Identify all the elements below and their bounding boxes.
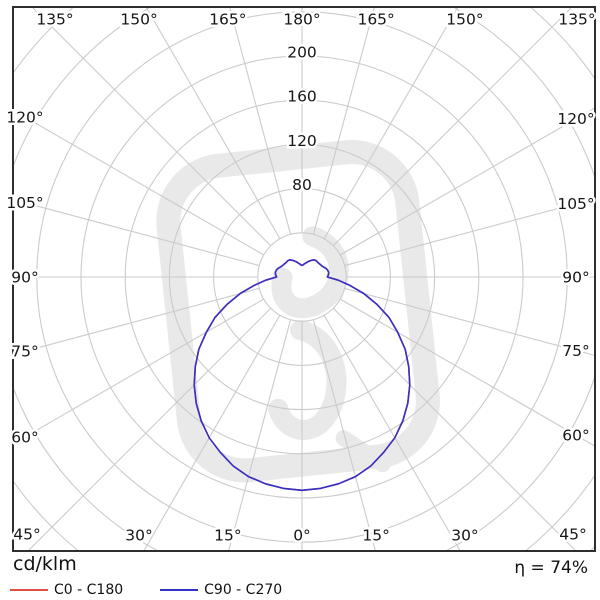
efficiency-label: η = 74% (514, 558, 588, 578)
legend: C0 - C180 C90 - C270 (10, 581, 282, 599)
angle-label: 30° (125, 526, 152, 544)
angle-label: 120° (6, 108, 43, 126)
angle-label: 75° (562, 342, 589, 360)
angle-label: 105° (557, 195, 594, 213)
angle-label: 60° (11, 428, 38, 446)
angle-label: 150° (446, 10, 483, 28)
polar-grid-spoke (340, 107, 594, 256)
units-label: cd/klm (13, 553, 77, 575)
angle-label: 0° (293, 526, 311, 544)
angle-label: 90° (562, 268, 589, 286)
polar-grid-spoke (312, 319, 376, 550)
polar-grid-spoke (14, 110, 264, 256)
angle-label: 165° (357, 10, 394, 28)
angle-label: 180° (283, 10, 320, 28)
angle-label: 120° (557, 110, 594, 128)
polar-grid-spoke (332, 307, 576, 550)
angle-label: 30° (451, 526, 478, 544)
legend-line-c90-c270-swatch (160, 589, 199, 591)
angle-label: 90° (11, 268, 38, 286)
polar-grid-spoke (312, 8, 375, 235)
angle-label: 45° (559, 525, 586, 543)
watermark-glyph-body (268, 320, 347, 440)
watermark-glyph-top (271, 226, 349, 319)
polar-grid-spoke (228, 319, 292, 550)
angle-label: 165° (209, 10, 246, 28)
polar-grid-spoke (14, 199, 260, 267)
polar-grid-spoke (14, 298, 264, 444)
polar-grid-spoke (344, 287, 594, 356)
polar-grid-spoke (323, 315, 461, 550)
legend-label-c90-c270: C90 - C270 (204, 582, 283, 598)
watermark-rounded-square (156, 140, 440, 483)
polar-grid-spoke (323, 8, 458, 239)
polar-grid-spoke (32, 8, 272, 247)
angle-label: 135° (558, 10, 595, 28)
angle-label: 15° (214, 526, 241, 544)
polar-grid-spoke (340, 298, 594, 447)
radial-tick-label: 200 (287, 43, 317, 61)
legend-line-c0-c180-swatch (10, 589, 48, 591)
polar-grid-spoke (332, 8, 572, 247)
polar-grid-spoke (146, 8, 281, 239)
polar-grid-spoke (28, 307, 272, 550)
angle-label: 150° (120, 10, 157, 28)
radial-tick-label: 120 (287, 132, 317, 150)
angle-label: 45° (13, 525, 40, 543)
polar-grid-spoke (344, 198, 594, 267)
labels: 0° 15° 15° 30° 30° 45° 45° 60° 60° 75° 75° 90° 90° 10… (4, 8, 598, 547)
radial-tick-label: 160 (287, 88, 317, 106)
intensity-curve-c90-c270 (193, 259, 411, 492)
angle-label: 135° (36, 10, 73, 28)
polar-grid-spoke (229, 8, 292, 235)
angle-label: 105° (6, 194, 43, 212)
angle-label: 15° (362, 526, 389, 544)
legend-label-c0-c180: C0 - C180 (54, 582, 124, 598)
polar-grid-spoke (14, 287, 260, 355)
radial-tick-label: 80 (292, 176, 312, 194)
angle-label: 60° (562, 427, 589, 445)
angle-label: 75° (11, 343, 38, 361)
polar-grid-spoke (143, 315, 281, 550)
